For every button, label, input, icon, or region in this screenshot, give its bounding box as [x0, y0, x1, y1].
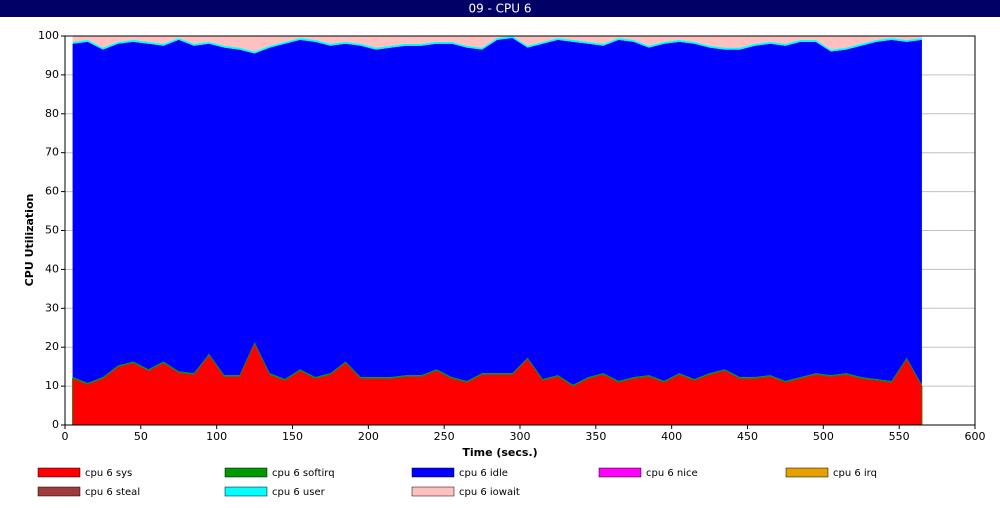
- legend-swatch: [411, 486, 455, 497]
- legend-label: cpu 6 idle: [459, 468, 508, 479]
- legend-label: cpu 6 softirq: [272, 468, 335, 479]
- area: [72, 36, 922, 52]
- chart-title: 09 - CPU 6: [468, 2, 531, 16]
- y-tick-label: 10: [45, 379, 59, 392]
- area: [72, 37, 922, 385]
- plot-border: [64, 35, 976, 426]
- x-tick-label: 300: [510, 430, 531, 443]
- x-tick-label: 550: [889, 430, 910, 443]
- legend-label: cpu 6 steal: [85, 487, 140, 498]
- y-tick-label: 40: [45, 262, 59, 275]
- legend-label: cpu 6 sys: [85, 468, 132, 479]
- x-tick-label: 0: [62, 430, 69, 443]
- area: [72, 36, 922, 54]
- y-axis-label: CPU Utilization: [23, 194, 36, 287]
- legend-label: cpu 6 irq: [833, 468, 877, 479]
- x-tick-label: 50: [134, 430, 148, 443]
- legend-swatch: [411, 467, 455, 478]
- y-tick-label: 60: [45, 185, 59, 198]
- x-tick-label: 450: [737, 430, 758, 443]
- y-tick-label: 30: [45, 301, 59, 314]
- legend-label: cpu 6 iowait: [459, 487, 520, 498]
- legend-swatch: [785, 467, 829, 478]
- legend-label: cpu 6 nice: [646, 468, 698, 479]
- legend-swatch: [37, 467, 81, 478]
- legend-label: cpu 6 user: [272, 487, 326, 498]
- y-tick-label: 50: [45, 224, 59, 237]
- x-axis-label: Time (secs.): [462, 446, 537, 459]
- legend-swatch: [224, 486, 268, 497]
- y-tick-label: 90: [45, 68, 59, 81]
- y-tick-label: 80: [45, 107, 59, 120]
- x-tick-label: 200: [358, 430, 379, 443]
- x-tick-label: 350: [585, 430, 606, 443]
- y-tick-label: 100: [38, 29, 59, 42]
- legend-swatch: [598, 467, 642, 478]
- y-tick-label: 20: [45, 340, 59, 353]
- x-tick-label: 400: [661, 430, 682, 443]
- legend-swatch: [224, 467, 268, 478]
- y-tick-label: 70: [45, 146, 59, 159]
- x-tick-label: 600: [965, 430, 986, 443]
- x-tick-label: 150: [282, 430, 303, 443]
- x-tick-label: 250: [434, 430, 455, 443]
- y-tick-label: 0: [52, 418, 59, 431]
- title-bar: [0, 0, 1000, 17]
- x-tick-label: 500: [813, 430, 834, 443]
- legend-swatch: [37, 486, 81, 497]
- x-tick-label: 100: [206, 430, 227, 443]
